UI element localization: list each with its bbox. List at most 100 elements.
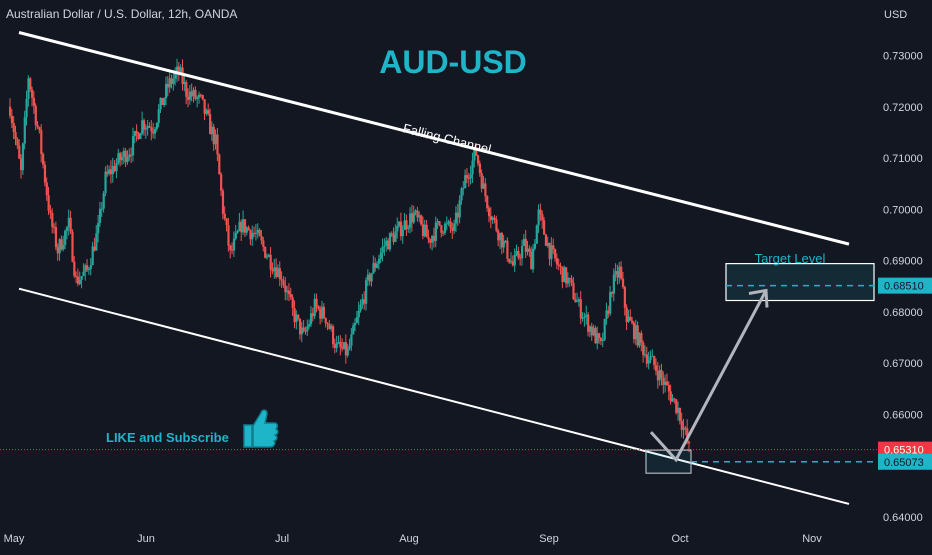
candle-body — [592, 327, 595, 336]
candle-body — [243, 219, 247, 233]
candle-body — [201, 94, 204, 100]
candle-body — [660, 370, 663, 378]
candle-body — [20, 158, 23, 171]
candle-body — [370, 273, 373, 282]
candle-body — [372, 263, 375, 274]
candle-body — [399, 221, 403, 237]
candle-body — [410, 213, 414, 223]
candle-body — [47, 195, 50, 211]
entry-price-tag: 0.65073 — [878, 453, 932, 470]
time-axis[interactable]: May Jun Jul Aug Sep Oct Nov — [4, 533, 823, 545]
candle-body — [157, 109, 160, 123]
candle-body — [440, 225, 443, 233]
candle-body — [643, 354, 647, 356]
candle-body — [429, 239, 432, 243]
candle-body — [627, 316, 630, 322]
candle-body — [438, 221, 441, 226]
thumbs-up-icon[interactable] — [243, 409, 279, 448]
candle-body — [513, 254, 516, 266]
candle-body — [576, 301, 579, 303]
candle-body — [366, 274, 370, 281]
candle-body — [412, 212, 415, 223]
candle-body — [491, 217, 494, 221]
target-zone[interactable] — [725, 263, 875, 302]
candle-body — [665, 381, 669, 386]
candle-body — [300, 327, 303, 335]
candle-body — [647, 360, 650, 364]
candle-body — [467, 177, 470, 179]
candle-body — [256, 229, 259, 233]
candle-body — [427, 237, 430, 240]
current-price-value: 0.65310 — [884, 445, 924, 457]
current-price-tag: 0.65310 — [878, 441, 932, 458]
candle-body — [478, 163, 481, 174]
candle-body — [322, 306, 326, 318]
candle-body — [544, 234, 548, 246]
candle-body — [276, 268, 280, 277]
candle-body — [320, 306, 324, 319]
candle-body — [249, 230, 252, 240]
candle-body — [486, 196, 489, 209]
candle-body — [654, 365, 658, 371]
candle-body — [223, 213, 226, 219]
candle-body — [185, 82, 188, 97]
candle-body — [585, 314, 588, 317]
candle-body — [10, 115, 14, 124]
candle-body — [214, 134, 217, 145]
candle-body — [658, 370, 661, 381]
price-axis[interactable]: 0.640000.650000.660000.670000.680000.690… — [883, 51, 923, 524]
candle-body — [550, 245, 553, 260]
candle-body — [387, 240, 390, 250]
candle-body — [559, 265, 562, 267]
candle-body — [342, 342, 346, 349]
candle-body — [190, 91, 193, 97]
candle-body — [231, 249, 234, 251]
candle-body — [225, 218, 228, 226]
candle-body — [130, 154, 133, 156]
candle-body — [14, 132, 17, 140]
projection-arrow — [649, 289, 768, 463]
candle-body — [508, 258, 511, 263]
main-title: AUD-USD — [379, 44, 527, 80]
candle-body — [273, 267, 276, 272]
candle-body — [383, 245, 386, 247]
candle-body — [163, 98, 166, 106]
candle-body — [32, 97, 36, 106]
candle-body — [311, 313, 314, 317]
candle-body — [420, 215, 423, 225]
candle-body — [405, 220, 408, 230]
candle-body — [359, 304, 362, 311]
candle-body — [49, 210, 52, 214]
candle-body — [194, 89, 197, 100]
candle-body — [40, 130, 43, 155]
candle-body — [330, 326, 333, 329]
candle-body — [346, 348, 349, 356]
candle-body — [286, 290, 289, 293]
symbol-header: Australian Dollar / U.S. Dollar, 12h, OA… — [6, 7, 237, 21]
candle-body — [642, 342, 645, 356]
candle-body — [308, 324, 311, 327]
candle-body — [319, 308, 322, 319]
candle-body — [409, 213, 412, 228]
candle-body — [497, 230, 500, 241]
candle-body — [684, 427, 687, 429]
candle-body — [64, 230, 67, 246]
candle-body — [137, 133, 140, 140]
candle-body — [480, 173, 483, 189]
candle-body — [577, 299, 581, 302]
candle-body — [313, 298, 316, 317]
candle-body — [396, 225, 399, 232]
candle-body — [295, 314, 298, 323]
candle-body — [484, 183, 487, 197]
candle-body — [475, 149, 478, 156]
candle-body — [640, 333, 643, 343]
channel-upper-line — [18, 31, 850, 246]
candle-body — [425, 224, 428, 238]
candle-body — [45, 182, 48, 196]
candle-body — [76, 276, 80, 285]
time-tick-label: Aug — [399, 533, 419, 545]
candle-body — [416, 210, 419, 218]
candle-body — [522, 238, 526, 247]
